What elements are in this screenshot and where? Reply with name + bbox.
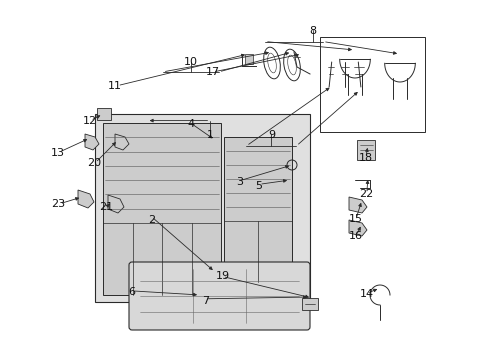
Text: 10: 10: [183, 57, 197, 67]
Text: 16: 16: [348, 231, 362, 241]
Bar: [97, 108, 111, 120]
Text: 19: 19: [215, 271, 229, 282]
Text: 9: 9: [267, 130, 274, 140]
Text: 7: 7: [202, 296, 208, 306]
Polygon shape: [85, 134, 99, 150]
Text: 18: 18: [358, 153, 372, 163]
Text: 15: 15: [348, 214, 362, 224]
Text: 8: 8: [309, 26, 316, 36]
Bar: [302, 298, 317, 310]
Polygon shape: [78, 190, 94, 208]
Bar: [224, 137, 291, 282]
Text: 21: 21: [100, 202, 113, 212]
Text: 3: 3: [236, 177, 243, 187]
Text: 20: 20: [87, 158, 101, 168]
Polygon shape: [108, 195, 124, 213]
Text: 17: 17: [205, 67, 219, 77]
Bar: [95, 114, 309, 302]
Text: 23: 23: [51, 199, 64, 209]
Text: 5: 5: [255, 181, 262, 192]
Text: 6: 6: [128, 287, 135, 297]
Polygon shape: [348, 197, 366, 213]
Bar: [244, 54, 252, 64]
Text: 14: 14: [359, 289, 373, 300]
Text: 22: 22: [359, 189, 373, 199]
Polygon shape: [115, 134, 129, 150]
Bar: [356, 140, 374, 160]
Text: 2: 2: [148, 215, 155, 225]
Text: 1: 1: [206, 130, 213, 140]
FancyBboxPatch shape: [129, 262, 309, 330]
Bar: [103, 123, 221, 295]
Text: 13: 13: [51, 148, 64, 158]
Text: 4: 4: [187, 119, 194, 129]
Polygon shape: [348, 220, 366, 236]
Text: 11: 11: [108, 81, 122, 91]
Text: 12: 12: [82, 116, 96, 126]
Bar: [319, 37, 424, 132]
